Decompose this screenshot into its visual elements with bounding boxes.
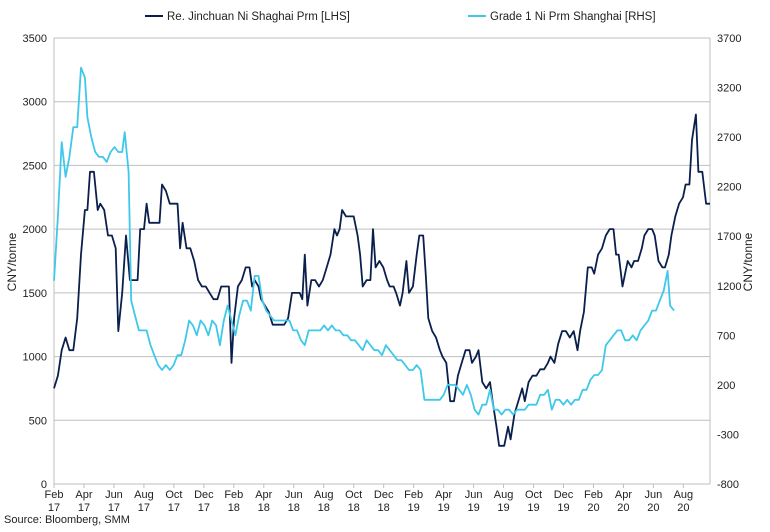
- x-tick-month-label: Apr: [75, 489, 92, 501]
- x-tick-year-label: 18: [258, 502, 270, 514]
- y-tick-right-label: 2700: [717, 132, 741, 144]
- y-tick-right-label: -800: [717, 479, 739, 491]
- x-tick-month-label: Oct: [165, 489, 182, 501]
- x-tick-month-label: Jun: [285, 489, 303, 501]
- x-tick-month-label: Feb: [224, 489, 243, 501]
- x-tick-year-label: 17: [198, 502, 210, 514]
- legend: Re. Jinchuan Ni Shaghai Prm [LHS] Grade …: [145, 11, 656, 23]
- x-tick-year-label: 18: [348, 502, 360, 514]
- x-tick-year-label: 18: [318, 502, 330, 514]
- x-tick-month-label: Dec: [374, 489, 394, 501]
- series-layer: [53, 66, 710, 447]
- x-tick-year-label: 20: [677, 502, 689, 514]
- y-tick-right-label: 3200: [717, 83, 741, 95]
- x-tick-year-label: 18: [228, 502, 240, 514]
- x-tick-month-label: Aug: [134, 489, 154, 501]
- y-tick-right-label: 200: [717, 380, 735, 392]
- y-tick-right-label: 1200: [717, 281, 741, 293]
- x-tick-month-label: Oct: [525, 489, 542, 501]
- x-tick-month-label: Feb: [584, 489, 603, 501]
- x-tick-year-label: 19: [467, 502, 479, 514]
- x-tick-month-label: Aug: [494, 489, 514, 501]
- x-tick-month-label: Aug: [674, 489, 694, 501]
- x-tick-year-label: 17: [108, 502, 120, 514]
- source-note: Source: Bloomberg, SMM: [4, 514, 130, 526]
- x-tick-year-label: 20: [647, 502, 659, 514]
- x-tick-month-label: Jun: [105, 489, 123, 501]
- x-tick-year-label: 20: [587, 502, 599, 514]
- x-tick-year-label: 19: [527, 502, 539, 514]
- x-tick-year-label: 17: [48, 502, 60, 514]
- y-tick-right-label: -300: [717, 429, 739, 441]
- y-tick-left-label: 1000: [23, 352, 47, 364]
- x-tick-year-label: 17: [168, 502, 180, 514]
- axes: 0 500 1000 1500 2000 2500 3000 3500 -800 -300 200 7…: [23, 33, 742, 514]
- x-tick-month-label: Dec: [554, 489, 574, 501]
- x-tick-month-label: Apr: [255, 489, 272, 501]
- x-tick-month-label: Apr: [435, 489, 452, 501]
- y-tick-left-label: 2000: [23, 224, 47, 236]
- y-tick-left-label: 2500: [23, 160, 47, 172]
- y-axis-title-right: CNY/tonne: [741, 232, 755, 291]
- x-tick-year-label: 19: [557, 502, 569, 514]
- series-line-2: [53, 66, 675, 416]
- y-tick-left-label: 3000: [23, 97, 47, 109]
- x-tick-month-label: Oct: [345, 489, 362, 501]
- x-tick-year-label: 19: [437, 502, 449, 514]
- x-tick-month-label: Dec: [194, 489, 214, 501]
- x-tick-year-label: 17: [138, 502, 150, 514]
- y-tick-right-label: 2200: [717, 182, 741, 194]
- x-tick-month-label: Feb: [404, 489, 423, 501]
- y-tick-left-label: 3500: [23, 33, 47, 45]
- x-tick-month-label: Jun: [645, 489, 663, 501]
- y-tick-left-label: 0: [41, 479, 47, 491]
- series-line-1: [53, 113, 710, 447]
- legend-label-series-1: Re. Jinchuan Ni Shaghai Prm [LHS]: [167, 11, 350, 23]
- x-tick-month-label: Apr: [615, 489, 632, 501]
- x-tick-month-label: Jun: [465, 489, 483, 501]
- y-tick-right-label: 700: [717, 330, 735, 342]
- gridlines: [54, 37, 710, 485]
- x-tick-year-label: 17: [78, 502, 90, 514]
- x-tick-month-label: Aug: [314, 489, 334, 501]
- x-tick-year-label: 19: [408, 502, 420, 514]
- legend-label-series-2: Grade 1 Ni Prm Shanghai [RHS]: [490, 11, 656, 23]
- y-tick-right-label: 3700: [717, 33, 741, 45]
- y-tick-right-label: 1700: [717, 231, 741, 243]
- x-tick-year-label: 19: [497, 502, 509, 514]
- x-tick-month-label: Feb: [45, 489, 64, 501]
- x-tick-year-label: 18: [288, 502, 300, 514]
- y-tick-left-label: 1500: [23, 288, 47, 300]
- x-tick-year-label: 18: [378, 502, 390, 514]
- y-axis-title-left: CNY/tonne: [5, 232, 19, 291]
- y-tick-left-label: 500: [29, 415, 47, 427]
- x-tick-year-label: 20: [617, 502, 629, 514]
